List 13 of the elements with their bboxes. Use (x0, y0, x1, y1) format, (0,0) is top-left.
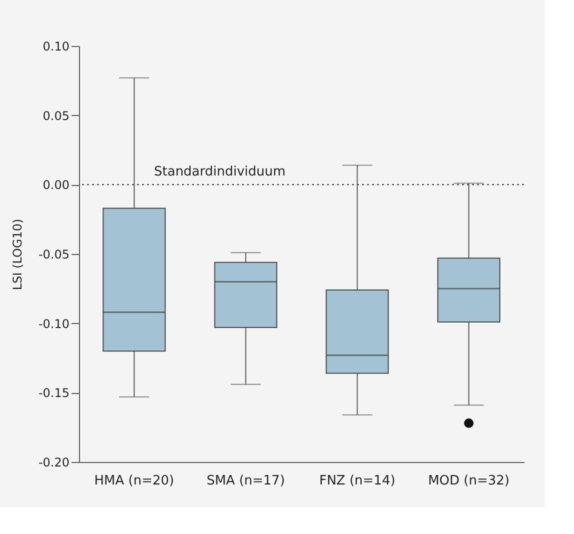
x-tick-label: SMA (n=17) (206, 474, 285, 488)
y-tick-label: 0.00 (42, 178, 70, 192)
x-tick-label: HMA (n=20) (94, 474, 174, 488)
y-tick-label: -0.15 (38, 386, 70, 400)
y-tick-label: -0.20 (38, 456, 70, 470)
y-tick-label: 0.05 (42, 108, 70, 123)
y-tick-label: 0.10 (42, 40, 70, 54)
ref-line-label: Standardindividuum (154, 164, 286, 180)
y-axis-title: LSI (LOG10) (10, 218, 24, 290)
x-tick-label: FNZ (n=14) (319, 474, 396, 488)
y-tick-label: -0.05 (38, 248, 70, 262)
x-tick-label: MOD (n=32) (428, 474, 510, 488)
y-tick-label: -0.10 (38, 316, 70, 331)
